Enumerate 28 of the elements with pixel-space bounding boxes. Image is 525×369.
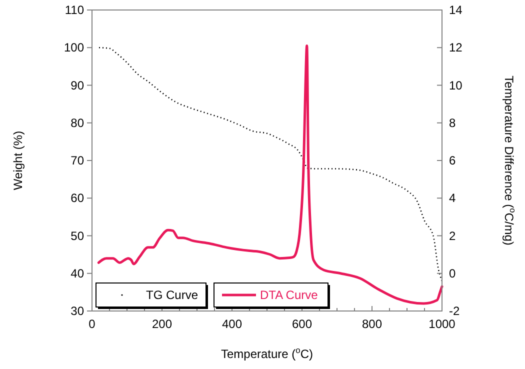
- x-tick-label: 400: [222, 317, 242, 331]
- x-axis-title: Temperature ($^{o}$C): [220, 345, 314, 361]
- y-tick-label: 30: [70, 304, 84, 318]
- legend-label: DTA Curve: [260, 288, 318, 302]
- y-tick-label: 40: [70, 266, 84, 280]
- x-tick-label: 0: [88, 317, 96, 331]
- y2-tick-label: 0: [449, 266, 456, 280]
- y-tick-label: 110: [64, 3, 84, 17]
- y-tick-label: 70: [70, 154, 84, 168]
- x-tick-label: 1000: [428, 317, 456, 331]
- text: TG Curve: [146, 288, 198, 302]
- y2-tick-label: 12: [449, 40, 463, 55]
- y2-tick-label: 6: [449, 154, 456, 168]
- y-axis-title: Weight (%): [11, 130, 25, 190]
- y-tick-label: 60: [70, 191, 84, 206]
- x-tick-label: 200: [152, 317, 172, 331]
- y2-tick-label: 10: [449, 78, 463, 92]
- y2-tick-label: 4: [449, 191, 456, 206]
- y-tick-label: 90: [70, 78, 84, 92]
- x-tick-label: 600: [292, 317, 312, 331]
- y2-tick-label: 14: [449, 3, 463, 17]
- y2-tick-label: 8: [449, 116, 456, 130]
- y-tick-label: 100: [64, 40, 84, 55]
- x-tick-label: 800: [362, 317, 382, 331]
- y2-tick-label: 2: [449, 228, 456, 243]
- y2-tick-label: -2: [449, 304, 460, 318]
- y-tick-label: 50: [70, 228, 84, 243]
- y-tick-label: 80: [70, 116, 84, 130]
